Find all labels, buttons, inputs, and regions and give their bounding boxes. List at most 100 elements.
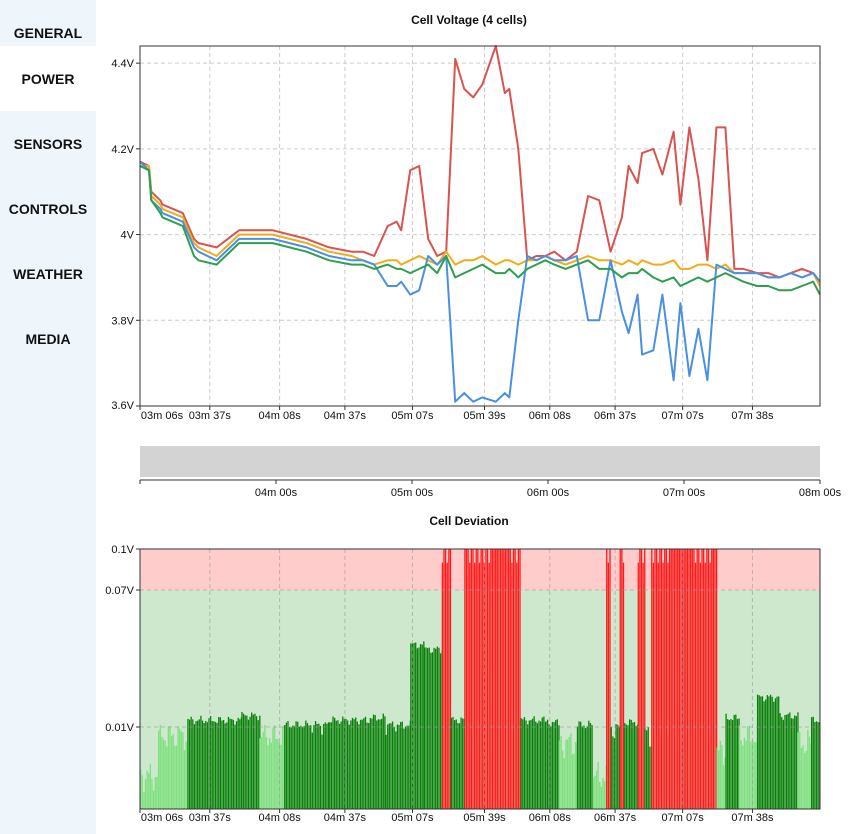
deviation-bar	[519, 549, 521, 809]
deviation-bar	[214, 721, 217, 809]
nav-item-sensors[interactable]: SENSORS	[0, 111, 96, 176]
deviation-bar	[185, 741, 187, 809]
deviation-bar	[541, 717, 543, 809]
deviation-bar	[488, 562, 490, 809]
deviation-bar	[771, 696, 773, 809]
deviation-bar	[630, 719, 632, 809]
deviation-bar	[815, 721, 818, 809]
deviation-bar	[161, 736, 163, 809]
deviation-bar	[363, 718, 365, 809]
deviation-bar	[353, 719, 355, 809]
deviation-bar	[588, 720, 590, 809]
deviation-bar	[222, 720, 225, 809]
deviation-bar	[287, 720, 289, 809]
y-tick-label: 0.07V	[105, 585, 134, 597]
nav-item-weather[interactable]: WEATHER	[0, 241, 96, 306]
deviation-bar	[209, 716, 212, 809]
deviation-bar	[755, 742, 757, 809]
deviation-bar	[345, 718, 347, 809]
range-navigator[interactable]: 04m 00s 05m 00s 06m 00s 07m 00s 08m 00s	[0, 0, 864, 500]
deviation-bar	[280, 744, 282, 809]
y-tick-label: 4.4V	[111, 58, 134, 70]
deviation-bar	[143, 792, 145, 809]
deviation-bar	[644, 728, 646, 809]
deviation-bar	[200, 715, 202, 809]
deviation-bar	[358, 724, 360, 809]
deviation-bar	[693, 549, 695, 809]
deviation-bar	[453, 720, 456, 809]
deviation-bar	[469, 562, 471, 809]
deviation-bar	[455, 719, 457, 809]
deviation-bar	[690, 549, 692, 809]
deviation-bar	[685, 549, 687, 809]
deviation-bar	[252, 714, 254, 809]
deviation-bar	[624, 723, 626, 809]
nav-item-media[interactable]: MEDIA	[0, 306, 96, 371]
deviation-bar	[553, 722, 555, 809]
deviation-bar	[297, 721, 299, 809]
deviation-bar	[467, 549, 469, 809]
plot-frame	[139, 45, 821, 407]
deviation-bar	[802, 745, 804, 809]
deviation-bar	[503, 549, 505, 809]
deviation-bar	[246, 715, 248, 809]
deviation-bar	[221, 720, 223, 809]
nav-item-controls[interactable]: CONTROLS	[0, 176, 96, 241]
deviation-bar	[642, 562, 644, 809]
deviation-bar	[627, 725, 629, 809]
nav-item-power[interactable]: POWER	[0, 46, 96, 111]
deviation-bar	[765, 699, 767, 809]
grid	[140, 46, 820, 406]
deviation-bar	[522, 719, 524, 809]
deviation-bar	[301, 727, 304, 809]
deviation-bar	[323, 724, 325, 809]
deviation-bar	[714, 549, 716, 809]
deviation-bar	[343, 718, 346, 809]
navigator-selection[interactable]	[140, 446, 820, 477]
deviation-bar	[523, 717, 526, 809]
nav-item-general[interactable]: GENERAL	[0, 0, 96, 65]
deviation-bar	[595, 770, 598, 809]
x-tick-label: 03m 37s	[189, 410, 232, 422]
deviation-bar	[458, 723, 461, 809]
deviation-bar	[164, 740, 166, 809]
series-line-cell-4	[139, 165, 821, 296]
deviation-bar	[449, 549, 452, 809]
deviation-bar	[647, 727, 649, 809]
deviation-bar	[703, 549, 705, 809]
nav-item-label: GENERAL	[13, 24, 83, 41]
deviation-bar	[318, 723, 320, 809]
x-axis: 03m 06s 03m 37s 04m 08s 04m 37s 05m 07s 05m 3…	[139, 406, 774, 422]
deviation-bar	[704, 562, 706, 809]
x-tick-label: 03m 37s	[189, 812, 232, 824]
deviation-bar	[748, 725, 750, 809]
deviation-bar	[260, 737, 263, 809]
cell-voltage-chart[interactable]: Cell Voltage (4 cells) 4.4V 4.2V 4V 3.8V 3.6…	[0, 0, 864, 440]
deviation-bar	[234, 724, 236, 809]
deviation-bar	[784, 715, 786, 809]
deviation-bar	[264, 724, 266, 809]
deviation-bar	[769, 694, 772, 809]
deviation-bar	[531, 718, 534, 809]
deviation-bar	[761, 696, 764, 809]
x-tick-label: 04m 00s	[255, 487, 298, 499]
deviation-bar	[175, 745, 178, 809]
deviation-bar	[273, 725, 276, 809]
deviation-bar	[436, 646, 438, 809]
deviation-bar	[724, 757, 726, 809]
deviation-bar	[372, 714, 375, 809]
deviation-bar	[435, 648, 437, 809]
deviation-bar	[381, 718, 383, 809]
deviation-bar	[269, 738, 271, 809]
deviation-bar	[738, 725, 741, 809]
deviation-bar	[170, 736, 173, 809]
deviation-bar	[316, 723, 318, 809]
deviation-bar	[324, 722, 326, 809]
deviation-bar	[580, 721, 582, 809]
deviation-bar	[403, 728, 405, 809]
deviation-bar	[348, 724, 350, 809]
deviation-bar	[795, 716, 797, 809]
deviation-bar	[664, 549, 666, 809]
deviation-bar	[377, 719, 380, 809]
